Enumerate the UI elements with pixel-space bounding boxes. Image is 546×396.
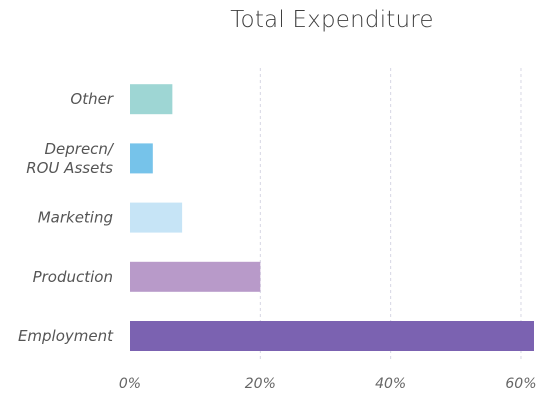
category-label-line: Employment xyxy=(18,327,114,345)
category-label-1: Production xyxy=(33,268,113,286)
bar-3 xyxy=(130,143,153,174)
category-label-line: Production xyxy=(33,268,113,286)
category-label-line: Marketing xyxy=(38,209,113,227)
chart-title: Total Expenditure xyxy=(230,7,434,33)
bar-2 xyxy=(130,202,183,233)
category-label-3: Deprecn/ROU Assets xyxy=(26,140,115,177)
x-axis-ticks: 0% 20% 40% 60% xyxy=(119,376,537,392)
x-tick-label-0: 0% xyxy=(119,376,141,392)
category-label-2: Marketing xyxy=(38,209,113,227)
category-label-line: Other xyxy=(70,90,113,108)
category-labels: Employment Production Marketing Deprecn/ROU… xyxy=(18,90,115,345)
category-label-0: Employment xyxy=(18,327,114,345)
x-tick-label-1: 20% xyxy=(245,376,276,392)
x-tick-label-2: 40% xyxy=(375,376,406,392)
category-label-line: ROU Assets xyxy=(26,159,113,177)
bars xyxy=(130,84,534,351)
bar-0 xyxy=(130,321,534,351)
bar-4 xyxy=(130,84,173,115)
gridlines xyxy=(259,68,522,360)
category-label-4: Other xyxy=(70,90,113,108)
x-tick-label-3: 60% xyxy=(505,376,536,392)
bar-1 xyxy=(130,261,261,292)
category-label-line: Deprecn/ xyxy=(44,140,114,158)
